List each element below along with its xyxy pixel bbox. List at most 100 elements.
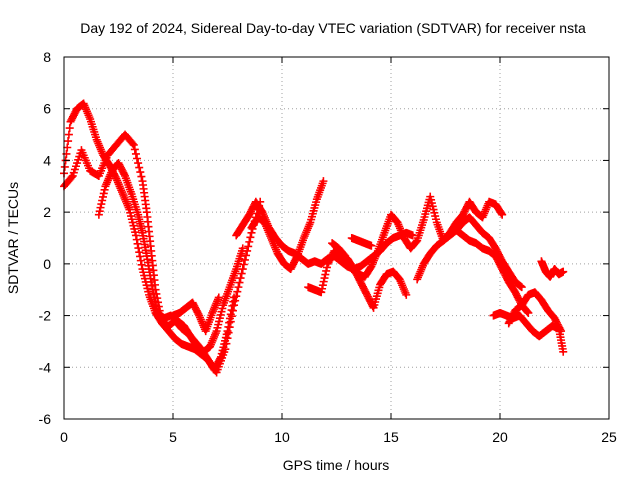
plus-marker — [221, 345, 230, 354]
plus-marker — [322, 263, 331, 272]
plus-marker — [402, 290, 411, 299]
series-track-9 — [347, 234, 376, 250]
plus-marker — [133, 154, 142, 163]
plus-marker — [228, 306, 237, 315]
plus-marker — [128, 139, 137, 148]
plus-marker — [98, 196, 107, 205]
plus-marker — [223, 334, 232, 343]
series-track-14 — [537, 257, 568, 281]
plus-marker — [245, 237, 254, 246]
plus-marker — [98, 192, 107, 201]
plus-marker — [134, 244, 143, 253]
plus-marker — [67, 173, 76, 182]
plus-marker — [152, 301, 161, 310]
plus-marker — [236, 274, 245, 283]
plus-marker — [319, 177, 328, 186]
plus-marker — [524, 308, 533, 317]
plus-marker — [150, 293, 159, 302]
data-markers — [60, 99, 568, 377]
plus-marker — [319, 277, 328, 286]
plus-marker — [320, 274, 329, 283]
plus-marker — [137, 260, 146, 269]
plus-marker — [129, 140, 138, 149]
plus-marker — [94, 210, 103, 219]
x-tick-label: 15 — [383, 429, 399, 445]
y-tick-label: -2 — [39, 308, 52, 324]
y-axis-label: SDTVAR / TECUs — [5, 182, 21, 294]
plus-marker — [412, 237, 421, 246]
chart-title: Day 192 of 2024, Sidereal Day-to-day VTE… — [80, 20, 586, 36]
plus-marker — [151, 297, 160, 306]
plus-marker — [152, 305, 161, 314]
x-tick-label: 5 — [169, 429, 177, 445]
plus-marker — [99, 189, 108, 198]
series-track-8 — [328, 192, 507, 281]
plus-marker — [95, 207, 104, 216]
plus-marker — [367, 241, 376, 250]
plus-marker — [230, 301, 239, 310]
plus-marker — [240, 255, 249, 264]
plus-marker — [130, 145, 139, 154]
plus-marker — [517, 283, 526, 292]
plus-marker — [237, 269, 246, 278]
series-track-3 — [94, 159, 247, 356]
plus-marker — [64, 130, 73, 139]
plus-marker — [238, 244, 247, 253]
plus-marker — [234, 283, 243, 292]
grid-lines — [64, 57, 609, 419]
y-tick-label: 2 — [43, 204, 51, 220]
plus-marker — [224, 328, 233, 337]
plus-marker — [65, 124, 74, 133]
plus-marker — [148, 285, 157, 294]
y-tick-label: 0 — [43, 256, 51, 272]
y-tick-label: 4 — [43, 152, 51, 168]
series-track-13 — [504, 288, 566, 336]
y-tick-label: -6 — [39, 411, 52, 427]
plus-marker — [120, 170, 129, 179]
y-tick-label: 8 — [43, 49, 51, 65]
plus-marker — [227, 312, 236, 321]
plus-marker — [292, 253, 301, 262]
x-axis-label: GPS time / hours — [283, 457, 390, 473]
plus-marker — [222, 339, 231, 348]
plus-marker — [498, 210, 507, 219]
plus-marker — [322, 266, 331, 275]
plus-marker — [497, 209, 506, 218]
x-tick-labels: 0 5 10 15 20 25 — [60, 429, 617, 445]
plus-marker — [135, 163, 144, 172]
plus-marker — [133, 239, 142, 248]
plus-marker — [194, 309, 203, 318]
plus-marker — [147, 277, 156, 286]
plus-marker — [317, 288, 326, 297]
plus-marker — [149, 289, 158, 298]
plus-marker — [231, 296, 240, 305]
x-tick-label: 10 — [274, 429, 290, 445]
plus-marker — [131, 231, 140, 240]
plus-marker — [232, 292, 241, 301]
plus-marker — [321, 270, 330, 279]
plus-marker — [318, 281, 327, 290]
plus-marker — [557, 327, 566, 336]
plus-marker — [226, 317, 235, 326]
plus-marker — [368, 302, 377, 311]
plus-marker — [225, 323, 234, 332]
plus-marker — [559, 267, 568, 276]
y-tick-label: 6 — [43, 101, 51, 117]
plus-marker — [63, 143, 72, 152]
plus-marker — [556, 325, 565, 334]
plus-marker — [523, 308, 532, 317]
series-track-11 — [452, 213, 526, 292]
x-tick-label: 20 — [492, 429, 508, 445]
plus-marker — [246, 233, 255, 242]
plus-marker — [137, 172, 146, 181]
plus-marker — [235, 278, 244, 287]
x-tick-label: 0 — [60, 429, 68, 445]
series-track-4 — [169, 293, 223, 336]
plus-marker — [136, 256, 145, 265]
plus-marker — [233, 287, 242, 296]
plot-frame — [63, 56, 610, 420]
plus-marker — [96, 203, 105, 212]
plus-marker — [97, 200, 106, 209]
plus-marker — [132, 235, 141, 244]
plus-marker — [64, 137, 73, 146]
